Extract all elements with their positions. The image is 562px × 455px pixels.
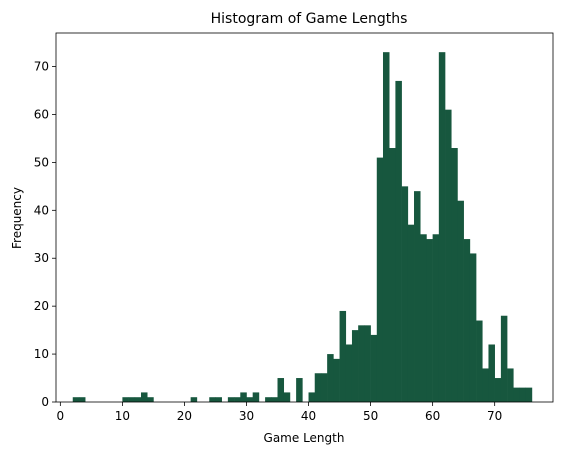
histogram-bar <box>227 397 235 402</box>
histogram-bar <box>451 148 458 402</box>
histogram-bar <box>358 325 365 402</box>
histogram-bar <box>395 80 402 402</box>
histogram-bar <box>190 397 198 402</box>
y-tick-label: 60 <box>34 107 49 121</box>
x-tick-label: 60 <box>425 409 440 423</box>
histogram-bar <box>277 378 285 402</box>
y-tick-label: 50 <box>34 155 49 169</box>
histogram-bar <box>128 397 136 402</box>
histogram-bar <box>457 200 464 402</box>
histogram-bar <box>122 397 129 402</box>
histogram-bar <box>414 191 421 402</box>
histogram-bar <box>513 387 520 402</box>
histogram-bar <box>246 397 253 402</box>
histogram-bar <box>382 52 390 403</box>
x-tick-label: 40 <box>301 409 316 423</box>
x-axis-ticks: 0 10 20 30 40 50 60 70 <box>57 402 502 423</box>
chart-title: Histogram of Game Lengths <box>211 11 408 27</box>
histogram-bar <box>72 397 80 402</box>
histogram-bar <box>420 234 427 402</box>
x-tick-label: 30 <box>239 409 254 423</box>
y-tick-label: 70 <box>34 60 49 74</box>
histogram-bar <box>438 52 446 403</box>
histogram-bar <box>240 392 247 402</box>
histogram-bar <box>215 397 222 402</box>
histogram-bar <box>500 315 508 402</box>
histogram-bar <box>345 344 353 402</box>
histogram-bar <box>209 397 216 402</box>
histogram-bar <box>351 330 359 402</box>
y-tick-label: 0 <box>41 395 49 409</box>
histogram-bar <box>507 368 514 402</box>
histogram-bar <box>364 325 371 402</box>
histogram-bar <box>389 148 396 402</box>
histogram-bar <box>271 397 278 402</box>
histogram-bar <box>494 378 502 402</box>
x-tick-label: 50 <box>363 409 378 423</box>
histogram-bar <box>333 358 340 402</box>
histogram-bar <box>407 224 415 402</box>
histogram-bar <box>426 239 433 402</box>
x-tick-label: 10 <box>115 409 130 423</box>
y-tick-label: 10 <box>34 347 49 361</box>
histogram-bar <box>308 392 316 402</box>
histogram-bar <box>432 234 440 402</box>
histogram-bar <box>482 368 489 402</box>
histogram-bar <box>234 397 241 402</box>
histogram-bar <box>525 387 533 402</box>
y-axis-ticks: 0 10 20 30 40 50 60 70 <box>34 60 56 409</box>
histogram-bar <box>519 387 526 402</box>
x-tick-label: 0 <box>57 409 65 423</box>
x-tick-label: 70 <box>487 409 502 423</box>
histogram-bar <box>370 334 378 402</box>
histogram-bar <box>320 373 328 402</box>
y-tick-label: 20 <box>34 299 49 313</box>
plot-frame <box>55 32 554 403</box>
histogram-bar <box>469 253 477 402</box>
histogram-bar <box>296 378 303 402</box>
bars-group <box>72 52 533 403</box>
histogram-bar <box>134 397 142 402</box>
histogram-bar <box>463 239 471 402</box>
x-tick-label: 20 <box>177 409 192 423</box>
histogram-bar <box>488 344 495 402</box>
histogram-bar <box>376 157 384 402</box>
histogram-bar <box>283 392 291 402</box>
histogram-bar <box>141 392 148 402</box>
histogram-bar <box>314 373 322 402</box>
x-axis-label: Game Length <box>264 431 345 445</box>
histogram-bar <box>147 397 154 402</box>
y-tick-label: 40 <box>34 203 49 217</box>
y-axis-label: Frequency <box>10 187 24 249</box>
histogram-bar <box>78 397 86 402</box>
y-tick-label: 30 <box>34 251 49 265</box>
histogram-bar <box>445 109 452 402</box>
histogram-bar <box>401 186 409 402</box>
histogram-bar <box>476 320 483 402</box>
histogram-bar <box>339 310 347 402</box>
histogram-bar <box>327 354 334 402</box>
histogram-bar <box>265 397 272 402</box>
histogram-bar <box>252 392 260 402</box>
